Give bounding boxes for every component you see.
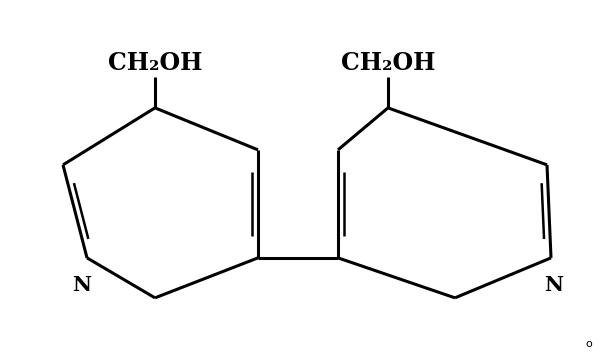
- Text: CH₂OH: CH₂OH: [108, 51, 202, 75]
- Text: N: N: [73, 275, 92, 295]
- Text: o: o: [585, 339, 591, 350]
- Text: N: N: [545, 275, 564, 295]
- Text: CH₂OH: CH₂OH: [341, 51, 436, 75]
